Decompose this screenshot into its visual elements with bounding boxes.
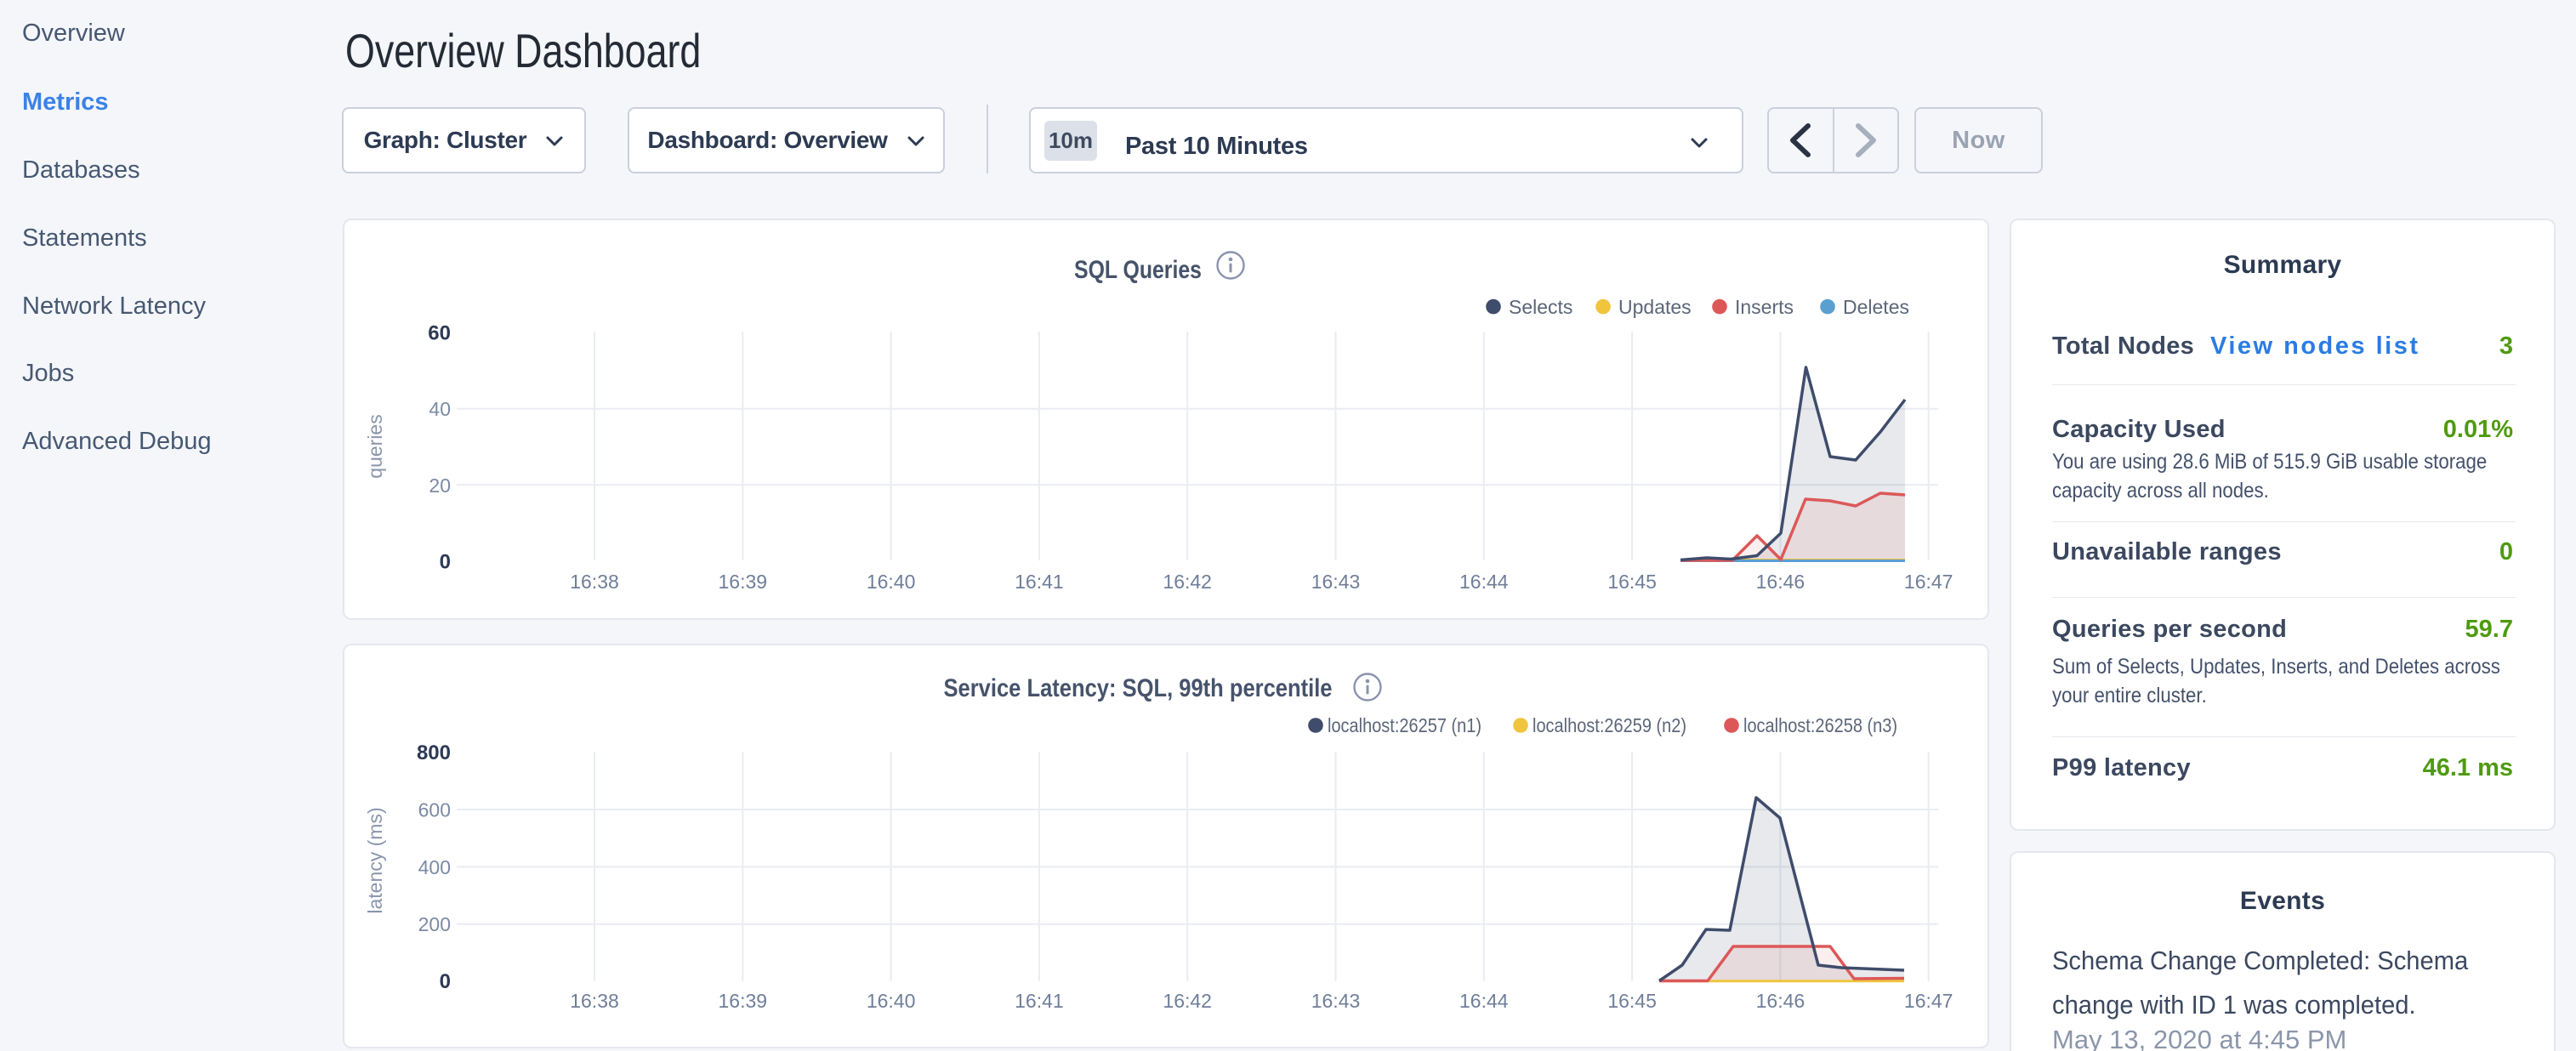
svg-text:16:44: 16:44 xyxy=(1459,990,1509,1012)
svg-text:16:46: 16:46 xyxy=(1756,990,1805,1012)
svg-text:600: 600 xyxy=(418,799,451,821)
svg-text:localhost:26258 (n3): localhost:26258 (n3) xyxy=(1743,714,1897,736)
svg-text:16:40: 16:40 xyxy=(867,990,916,1012)
svg-text:16:39: 16:39 xyxy=(719,990,768,1012)
svg-text:16:47: 16:47 xyxy=(1904,990,1953,1012)
svg-text:16:45: 16:45 xyxy=(1607,990,1657,1012)
svg-text:16:44: 16:44 xyxy=(1459,571,1509,593)
svg-text:16:46: 16:46 xyxy=(1756,571,1805,593)
svg-text:16:41: 16:41 xyxy=(1015,571,1064,593)
svg-text:400: 400 xyxy=(418,856,451,878)
svg-text:0: 0 xyxy=(440,551,451,574)
svg-text:16:38: 16:38 xyxy=(570,990,619,1012)
svg-text:16:45: 16:45 xyxy=(1607,571,1657,593)
svg-text:localhost:26259 (n2): localhost:26259 (n2) xyxy=(1533,714,1686,736)
svg-text:16:41: 16:41 xyxy=(1015,990,1064,1012)
svg-text:Inserts: Inserts xyxy=(1735,296,1794,318)
svg-text:0: 0 xyxy=(440,970,451,993)
svg-text:latency (ms): latency (ms) xyxy=(364,807,386,913)
svg-text:16:39: 16:39 xyxy=(719,571,768,593)
svg-text:16:42: 16:42 xyxy=(1163,571,1212,593)
svg-text:200: 200 xyxy=(418,913,451,935)
svg-text:40: 40 xyxy=(429,398,451,420)
svg-text:60: 60 xyxy=(428,322,451,345)
svg-text:16:40: 16:40 xyxy=(867,571,916,593)
svg-text:localhost:26257 (n1): localhost:26257 (n1) xyxy=(1328,714,1481,736)
svg-text:800: 800 xyxy=(417,741,451,764)
svg-text:SQL Queries: SQL Queries xyxy=(1074,256,1202,284)
svg-text:16:43: 16:43 xyxy=(1311,571,1361,593)
svg-text:queries: queries xyxy=(364,414,386,478)
svg-text:Service Latency: SQL, 99th per: Service Latency: SQL, 99th percentile xyxy=(944,674,1333,702)
svg-text:16:38: 16:38 xyxy=(570,571,619,593)
svg-text:16:43: 16:43 xyxy=(1311,990,1361,1012)
svg-text:16:42: 16:42 xyxy=(1163,990,1212,1012)
svg-text:Updates: Updates xyxy=(1618,296,1692,318)
svg-text:Selects: Selects xyxy=(1509,296,1572,318)
svg-text:16:47: 16:47 xyxy=(1904,571,1953,593)
svg-text:20: 20 xyxy=(429,474,451,497)
svg-text:Deletes: Deletes xyxy=(1843,296,1909,318)
